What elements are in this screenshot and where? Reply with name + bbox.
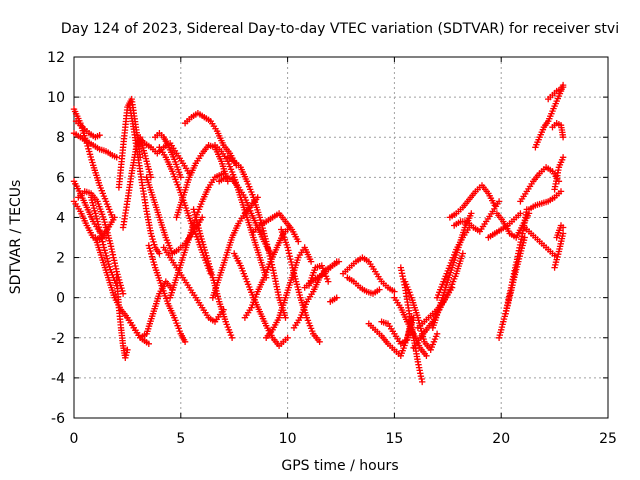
series-arc-25: [211, 142, 270, 281]
series-arc-37: [339, 254, 398, 295]
y-tick-label: -6: [51, 411, 65, 427]
data-point: [545, 83, 567, 103]
y-tick-label: 0: [56, 291, 65, 307]
series-arc-60: [551, 154, 567, 193]
data-point: [551, 154, 567, 193]
data-point: [211, 142, 270, 281]
plot-area: [70, 81, 567, 386]
data-point: [305, 262, 332, 289]
series-arc-23: [190, 206, 236, 341]
series-arc-58: [545, 83, 567, 103]
series-arc-13: [124, 278, 176, 341]
series-arc-35: [305, 262, 332, 289]
y-tick-label: -4: [51, 371, 65, 387]
series-arc-42: [397, 264, 426, 386]
data-point: [553, 222, 567, 241]
series-arc-59: [549, 120, 567, 141]
series-arc-22: [166, 170, 227, 301]
y-tick-label: 4: [56, 210, 65, 226]
data-point: [502, 206, 530, 317]
data-point: [451, 198, 503, 235]
x-tick-label: 0: [70, 431, 79, 447]
data-point: [134, 134, 193, 177]
x-tick-label: 20: [492, 431, 510, 447]
y-tick-label: 10: [47, 90, 65, 106]
data-point: [166, 170, 227, 301]
y-tick-label: 2: [56, 251, 65, 267]
series-arc-36: [327, 294, 340, 305]
series-arc-17: [152, 130, 184, 181]
data-point: [173, 142, 231, 221]
y-tick-label: -2: [51, 331, 65, 347]
x-tick-label: 25: [599, 431, 617, 447]
series-arc-24: [209, 194, 261, 301]
series-arc-9: [113, 274, 131, 361]
series-arc-3: [72, 118, 103, 141]
data-point: [525, 188, 565, 213]
y-axis-label: SDTVAR / TECUs: [8, 180, 24, 295]
series-arc-62: [553, 222, 567, 241]
data-point: [485, 210, 524, 241]
data-point: [339, 254, 398, 295]
data-point: [327, 294, 340, 305]
series-arc-14: [134, 134, 193, 177]
data-point: [519, 222, 558, 259]
x-tick-label: 5: [176, 431, 185, 447]
series-arc-55: [519, 222, 558, 259]
x-tick-label: 10: [279, 431, 297, 447]
data-point: [549, 120, 567, 141]
y-tick-label: 6: [56, 170, 65, 186]
series-arc-47: [433, 224, 473, 301]
data-point: [551, 230, 567, 271]
series-arc-51: [485, 210, 524, 241]
series-arc-30: [224, 154, 289, 321]
series-arc-38: [344, 274, 383, 297]
series-arc-48: [446, 182, 498, 221]
x-tick-label: 15: [385, 431, 403, 447]
data-point: [397, 264, 426, 386]
data-point: [190, 206, 236, 341]
data-point: [224, 154, 289, 321]
chart-title: Day 124 of 2023, Sidereal Day-to-day VTE…: [61, 21, 619, 37]
series-arc-54: [517, 164, 563, 205]
data-point: [344, 274, 383, 297]
y-tick-label: 8: [56, 130, 65, 146]
data-point: [152, 130, 184, 181]
y-tick-label: 12: [47, 50, 65, 66]
axis-ticks: 0 5 10 15 20 25 -6 -4 -2 0 2 4 6 8 10 12: [47, 50, 617, 447]
data-point: [113, 274, 131, 361]
data-point: [209, 194, 261, 301]
data-point: [517, 164, 563, 205]
data-point: [70, 130, 120, 161]
x-axis-label: GPS time / hours: [281, 458, 398, 474]
series-arc-16: [145, 242, 189, 345]
data-point: [433, 224, 473, 301]
data-point: [72, 118, 103, 141]
series-arc-21: [173, 142, 231, 221]
series-arc-2: [70, 130, 120, 161]
series-arc-49: [451, 198, 503, 235]
plot-frame: [73, 56, 609, 419]
data-point: [145, 242, 189, 345]
data-point: [87, 194, 120, 289]
series-arc-7: [87, 194, 120, 289]
series-arc-56: [525, 188, 565, 213]
data-point: [124, 278, 176, 341]
series-arc-53: [502, 206, 530, 317]
data-point: [446, 182, 498, 221]
series-arc-61: [551, 230, 567, 271]
